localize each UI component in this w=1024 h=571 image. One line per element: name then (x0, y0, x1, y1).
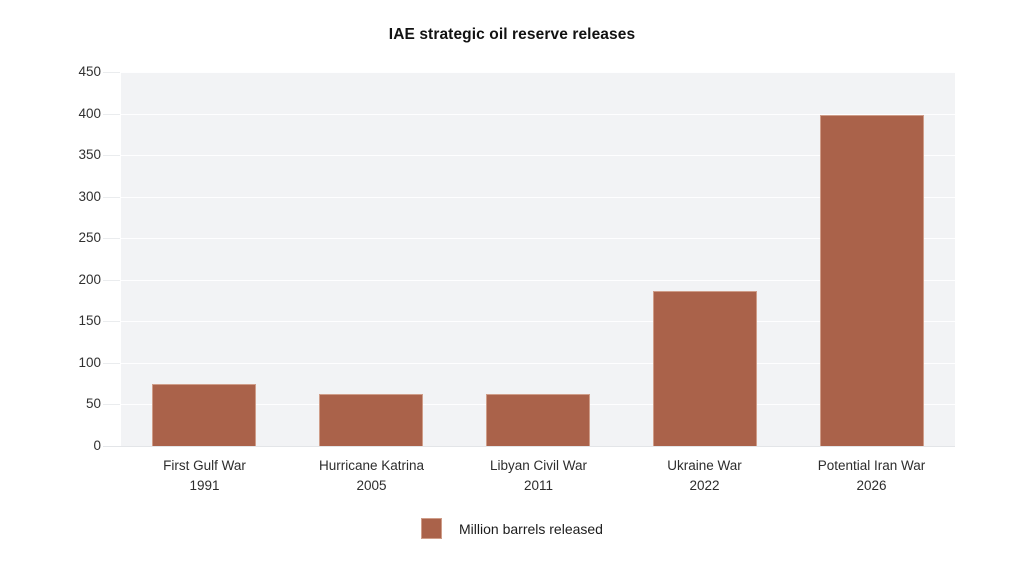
y-axis-label: 200 (78, 272, 101, 287)
gridline (121, 114, 955, 115)
x-axis-label: Potential Iran War 2026 (817, 458, 926, 493)
bar (486, 394, 590, 446)
y-axis-label: 50 (85, 396, 101, 411)
axis-tick (103, 238, 120, 239)
gridline (121, 238, 955, 239)
gridline (121, 363, 955, 364)
plot-area (121, 72, 955, 446)
y-axis-label: 100 (78, 355, 101, 370)
axis-tick (103, 114, 120, 115)
axis-tick (103, 404, 120, 405)
y-axis-label: 150 (78, 313, 101, 328)
y-axis-label: 300 (78, 189, 101, 204)
gridline (121, 72, 955, 73)
x-axis-label: Hurricane Katrina 2005 (318, 458, 425, 493)
x-axis-label: First Gulf War 1991 (163, 458, 246, 493)
axis-tick (103, 197, 120, 198)
x-axis-line (103, 446, 955, 447)
axis-tick (103, 280, 120, 281)
bar (820, 115, 924, 446)
x-axis-label: Libyan Civil War 2011 (489, 458, 588, 493)
x-axis-label: Ukraine War 2022 (667, 458, 742, 493)
y-axis-label: 450 (78, 64, 101, 79)
legend: Million barrels released (0, 518, 1024, 539)
axis-tick (103, 321, 120, 322)
y-axis-label: 350 (78, 147, 101, 162)
gridline (121, 197, 955, 198)
gridline (121, 280, 955, 281)
bar (653, 291, 757, 446)
y-axis-label: 0 (93, 438, 101, 453)
y-axis-label: 400 (78, 106, 101, 121)
legend-swatch (421, 518, 443, 539)
legend-label: Million barrels released (459, 520, 603, 537)
gridline (121, 155, 955, 156)
bar (319, 394, 423, 446)
gridline (121, 321, 955, 322)
chart-title: IAE strategic oil reserve releases (388, 26, 636, 43)
axis-tick (103, 363, 120, 364)
y-axis-label: 250 (78, 230, 101, 245)
axis-tick (103, 72, 120, 73)
bar (152, 384, 256, 446)
axis-tick (103, 155, 120, 156)
